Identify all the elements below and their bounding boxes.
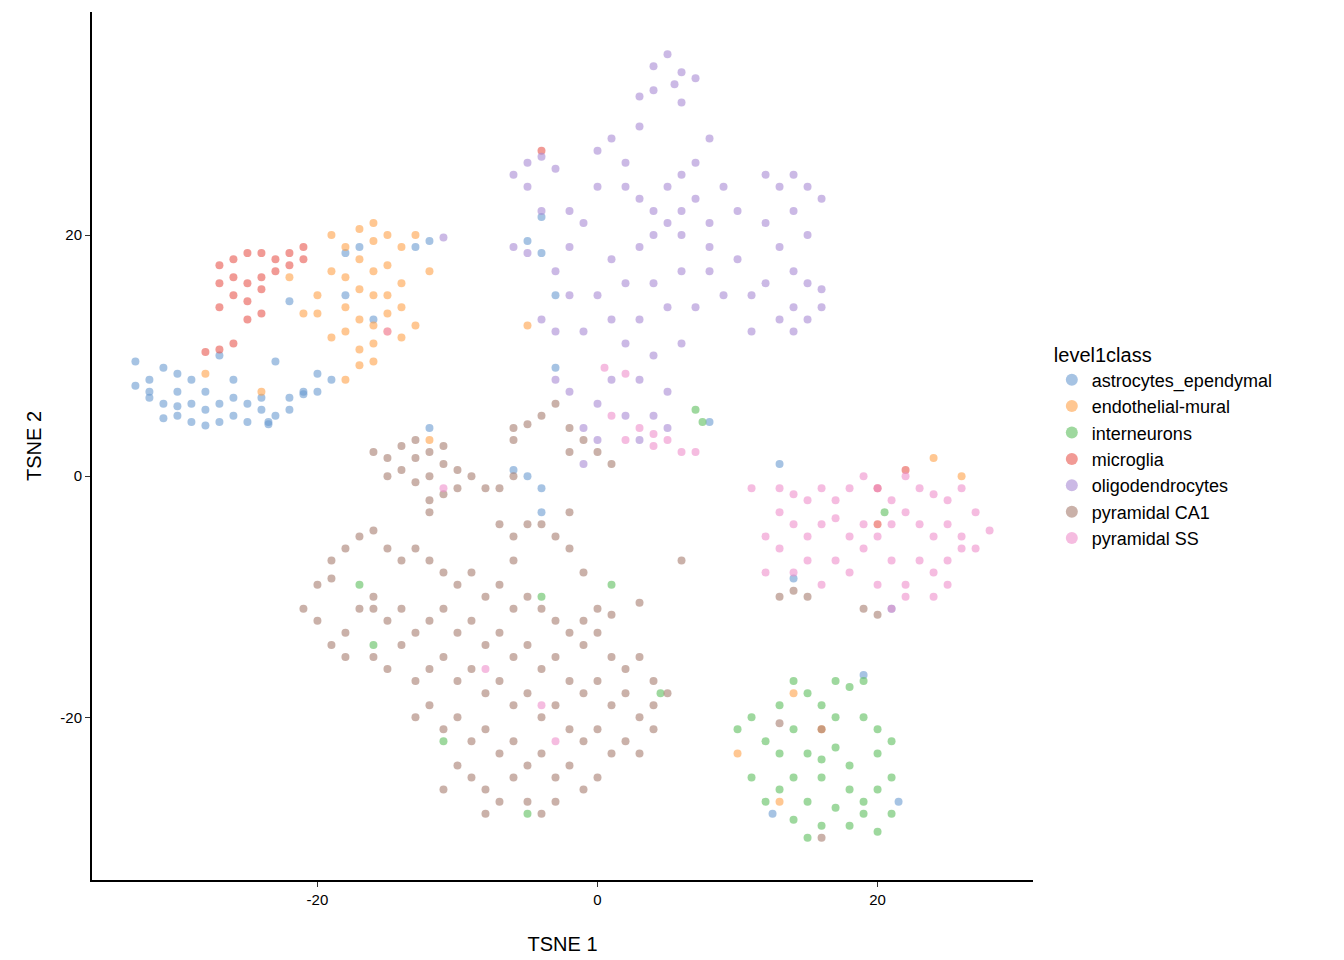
svg-text:astrocytes_ependymal: astrocytes_ependymal	[1092, 371, 1272, 392]
svg-text:microglia: microglia	[1092, 450, 1165, 470]
svg-text:interneurons: interneurons	[1092, 424, 1192, 444]
svg-text:0: 0	[593, 891, 601, 908]
svg-text:endothelial-mural: endothelial-mural	[1092, 397, 1230, 417]
svg-text:level1class: level1class	[1054, 344, 1152, 366]
svg-text:oligodendrocytes: oligodendrocytes	[1092, 476, 1228, 496]
svg-text:TSNE 2: TSNE 2	[23, 411, 45, 481]
svg-text:20: 20	[869, 891, 886, 908]
svg-text:pyramidal SS: pyramidal SS	[1092, 529, 1199, 549]
svg-text:pyramidal CA1: pyramidal CA1	[1092, 503, 1210, 523]
svg-text:-20: -20	[60, 709, 82, 726]
svg-text:TSNE 1: TSNE 1	[527, 933, 597, 955]
svg-text:-20: -20	[307, 891, 329, 908]
svg-text:20: 20	[65, 226, 82, 243]
svg-text:0: 0	[74, 467, 82, 484]
